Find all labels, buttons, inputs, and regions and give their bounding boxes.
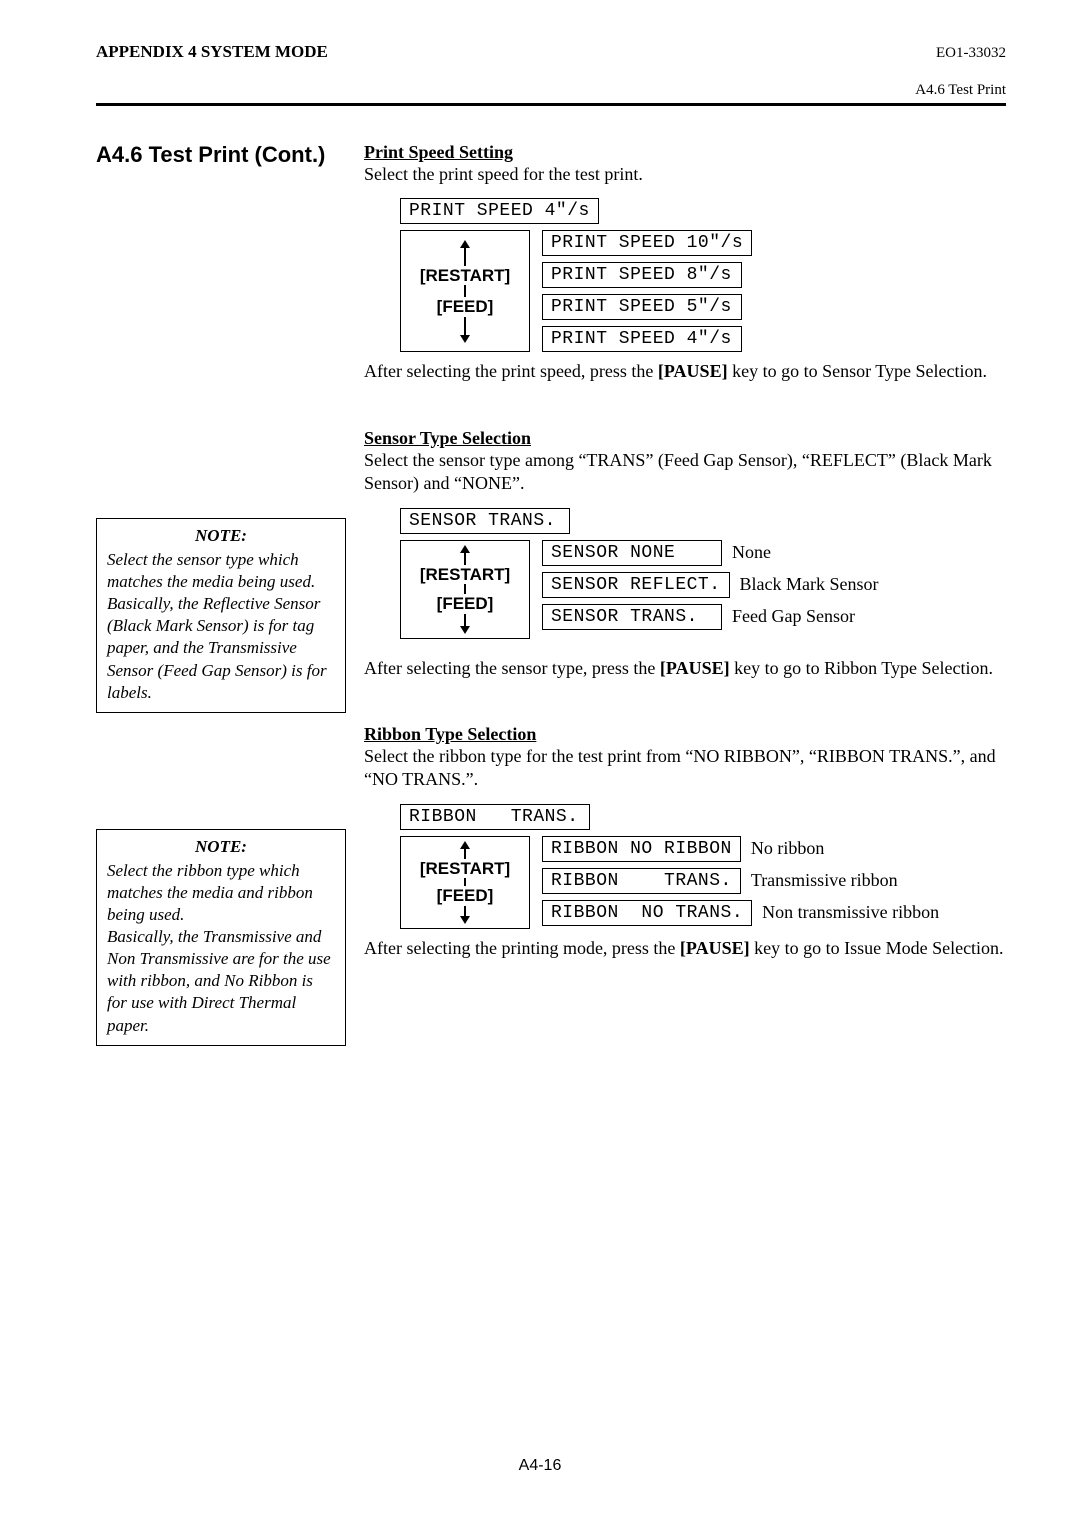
- sensor-after2: key to go to Ribbon Type Selection.: [730, 658, 993, 678]
- speed-nav-box: [RESTART] [FEED]: [400, 230, 530, 352]
- speed-heading: Print Speed Setting: [364, 142, 1006, 163]
- feed-label: [FEED]: [420, 594, 510, 614]
- page-number: A4-16: [0, 1457, 1080, 1475]
- ribbon-section: Ribbon Type Selection Select the ribbon …: [364, 724, 1006, 960]
- arrow-down-icon: [458, 614, 472, 634]
- note-sensor-title: NOTE:: [107, 525, 335, 547]
- speed-section: Print Speed Setting Select the print spe…: [364, 142, 1006, 384]
- note-ribbon-body1: Select the ribbon type which matches the…: [107, 860, 335, 926]
- header-sub: A4.6 Test Print: [96, 82, 1006, 99]
- sensor-after: After selecting the sensor type, press t…: [364, 657, 1006, 680]
- arrow-down-icon: [458, 317, 472, 343]
- sensor-opt-lcd: SENSOR NONE: [542, 540, 722, 566]
- ribbon-opt-lcd: RIBBON NO RIBBON: [542, 836, 741, 862]
- note-sensor-body: Select the sensor type which matches the…: [107, 549, 335, 704]
- ribbon-diagram: RIBBON TRANS. [RESTART] [FEED] RIBBON NO…: [400, 804, 1006, 929]
- arrow-down-icon: [458, 906, 472, 924]
- right-column: Print Speed Setting Select the print spe…: [364, 142, 1006, 1046]
- content-area: A4.6 Test Print (Cont.) NOTE: Select the…: [96, 142, 1006, 1046]
- note-sensor: NOTE: Select the sensor type which match…: [96, 518, 346, 713]
- arrow-up-icon: [458, 545, 472, 565]
- speed-opt-lcd: PRINT SPEED 8"/s: [542, 262, 742, 288]
- speed-opt-lcd: PRINT SPEED 10"/s: [542, 230, 752, 256]
- header-right: EO1-33032: [936, 45, 1006, 62]
- arrow-up-icon: [458, 841, 472, 859]
- pause-key: [PAUSE]: [658, 361, 728, 381]
- speed-current-lcd: PRINT SPEED 4"/s: [400, 198, 599, 224]
- speed-diagram: PRINT SPEED 4"/s [RESTART] [FEED] PRINT …: [400, 198, 1006, 352]
- header-left: APPENDIX 4 SYSTEM MODE: [96, 42, 328, 62]
- note-ribbon-body2: Basically, the Transmissive and Non Tran…: [107, 926, 335, 1036]
- speed-after2: key to go to Sensor Type Selection.: [728, 361, 987, 381]
- ribbon-opt-lcd: RIBBON TRANS.: [542, 868, 741, 894]
- feed-label: [FEED]: [420, 886, 510, 906]
- speed-intro: Select the print speed for the test prin…: [364, 163, 1006, 186]
- note-ribbon: NOTE: Select the ribbon type which match…: [96, 829, 346, 1046]
- speed-after: After selecting the print speed, press t…: [364, 360, 1006, 383]
- nav-line-icon: [458, 878, 472, 886]
- page-header: APPENDIX 4 SYSTEM MODE EO1-33032: [96, 42, 1006, 62]
- speed-after1: After selecting the print speed, press t…: [364, 361, 658, 381]
- sensor-after1: After selecting the sensor type, press t…: [364, 658, 660, 678]
- ribbon-nav-box: [RESTART] [FEED]: [400, 836, 530, 929]
- sensor-opt-lcd: SENSOR TRANS.: [542, 604, 722, 630]
- sensor-nav-box: [RESTART] [FEED]: [400, 540, 530, 639]
- ribbon-after2: key to go to Issue Mode Selection.: [750, 938, 1004, 958]
- section-title: A4.6 Test Print (Cont.): [96, 142, 346, 168]
- nav-line-icon: [458, 285, 472, 297]
- ribbon-opt-desc: Transmissive ribbon: [751, 870, 898, 891]
- sensor-diagram: SENSOR TRANS. [RESTART] [FEED] SENSOR NO…: [400, 508, 1006, 639]
- ribbon-after: After selecting the printing mode, press…: [364, 937, 1006, 960]
- restart-label: [RESTART]: [420, 565, 510, 585]
- speed-opt-lcd: PRINT SPEED 4"/s: [542, 326, 742, 352]
- sensor-heading: Sensor Type Selection: [364, 428, 1006, 449]
- pause-key: [PAUSE]: [680, 938, 750, 958]
- speed-opt-lcd: PRINT SPEED 5"/s: [542, 294, 742, 320]
- restart-label: [RESTART]: [420, 859, 510, 879]
- sensor-intro: Select the sensor type among “TRANS” (Fe…: [364, 449, 1006, 496]
- restart-label: [RESTART]: [420, 266, 510, 286]
- ribbon-opt-desc: No ribbon: [751, 838, 825, 859]
- sensor-opt-desc: Feed Gap Sensor: [732, 606, 855, 627]
- sensor-options: SENSOR NONE None SENSOR REFLECT. Black Mar…: [542, 540, 879, 639]
- ribbon-intro: Select the ribbon type for the test prin…: [364, 745, 1006, 792]
- ribbon-after1: After selecting the printing mode, press…: [364, 938, 680, 958]
- header-rule: [96, 103, 1006, 106]
- sensor-current-lcd: SENSOR TRANS.: [400, 508, 570, 534]
- sensor-opt-desc: Black Mark Sensor: [740, 574, 879, 595]
- note-ribbon-title: NOTE:: [107, 836, 335, 858]
- pause-key: [PAUSE]: [660, 658, 730, 678]
- ribbon-opt-desc: Non transmissive ribbon: [762, 902, 939, 923]
- sensor-section: Sensor Type Selection Select the sensor …: [364, 428, 1006, 680]
- ribbon-current-lcd: RIBBON TRANS.: [400, 804, 590, 830]
- sensor-opt-desc: None: [732, 542, 771, 563]
- nav-line-icon: [458, 584, 472, 594]
- sensor-opt-lcd: SENSOR REFLECT.: [542, 572, 730, 598]
- ribbon-heading: Ribbon Type Selection: [364, 724, 1006, 745]
- speed-options: PRINT SPEED 10"/s PRINT SPEED 8"/s PRINT…: [542, 230, 752, 352]
- arrow-up-icon: [458, 240, 472, 266]
- left-column: A4.6 Test Print (Cont.) NOTE: Select the…: [96, 142, 346, 1046]
- ribbon-options: RIBBON NO RIBBON No ribbon RIBBON TRANS. T…: [542, 836, 939, 929]
- ribbon-opt-lcd: RIBBON NO TRANS.: [542, 900, 752, 926]
- feed-label: [FEED]: [420, 297, 510, 317]
